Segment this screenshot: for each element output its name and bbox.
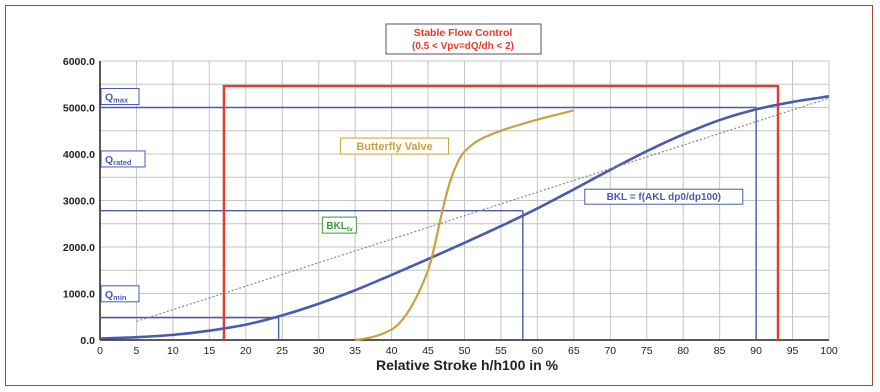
y-tick-label-0: 0.0 (80, 335, 95, 347)
flow-characteristic-chart: 0 5 10 15 20 25 30 35 40 45 50 55 60 65 70 75 80 85 90 95 10… (63, 23, 838, 373)
x-tick-label-15: 15 (204, 345, 216, 357)
chart-frame: 0 5 10 15 20 25 30 35 40 45 50 55 60 65 70 75 80 85 90 95 10… (5, 5, 873, 386)
q-rated-label: Qrated (105, 154, 132, 167)
x-tick-label-85: 85 (714, 345, 726, 357)
butterfly-valve-curve (354, 109, 575, 342)
q-max-label-box (100, 88, 140, 105)
x-tick-label-10: 10 (167, 345, 179, 357)
reference-lines (100, 84, 780, 340)
y-tick-label-6000: 6000.0 (63, 56, 95, 68)
y-tick-label-1000: 1000.0 (63, 289, 95, 301)
x-tick-label-95: 95 (787, 345, 799, 357)
y-tick-label-5000: 5000.0 (63, 103, 95, 115)
q-min-label-box (100, 285, 140, 303)
x-tick-label-20: 20 (240, 345, 252, 357)
linear-reference-line (136, 97, 830, 322)
x-tick-label-5: 5 (134, 345, 140, 357)
x-tick-label-70: 70 (604, 345, 616, 357)
x-tick-label-100: 100 (820, 345, 838, 357)
bkl-tv-label: BKLtv (326, 221, 353, 233)
x-tick-label-60: 60 (532, 345, 544, 357)
q-min-label: Qmin (105, 289, 127, 302)
x-tick-label-40: 40 (386, 345, 398, 357)
title-box (385, 23, 542, 55)
x-tick-label-35: 35 (349, 345, 361, 357)
bkl-label-box (584, 188, 744, 205)
x-tick-label-55: 55 (495, 345, 507, 357)
x-tick-label-45: 45 (422, 345, 434, 357)
tick-labels: 0 5 10 15 20 25 30 35 40 45 50 55 60 65 70 75 80 85 90 95 10… (63, 56, 838, 357)
series-lines (99, 95, 830, 342)
y-tick-label-4000: 4000.0 (63, 149, 95, 161)
q-rated-label-box (100, 150, 146, 168)
butterfly-valve-label: Butterfly Valve (356, 141, 432, 153)
y-tick-label-3000: 3000.0 (63, 196, 95, 208)
chart-subtitle: (0.5 < Vpv=dQ/dh < 2) (412, 41, 514, 52)
x-tick-label-90: 90 (750, 345, 762, 357)
stable-flow-region (222, 84, 780, 340)
chart-title: Stable Flow Control (414, 27, 513, 39)
butterfly-label-box (340, 137, 450, 155)
x-tick-label-50: 50 (459, 345, 471, 357)
bkl-tv-label-box (321, 216, 357, 234)
q-max-label: Qmax (105, 92, 129, 105)
annotations: Stable Flow Control (0.5 < Vpv=dQ/dh < 2)… (100, 23, 744, 303)
x-tick-label-0: 0 (97, 345, 103, 357)
x-tick-label-75: 75 (641, 345, 653, 357)
x-tick-label-80: 80 (677, 345, 689, 357)
bkl-curve (99, 95, 830, 340)
bkl-label: BKL = f(AKL dp0/dp100) (607, 192, 721, 203)
x-tick-label-65: 65 (568, 345, 580, 357)
x-tick-label-25: 25 (276, 345, 288, 357)
x-tick-label-30: 30 (313, 345, 325, 357)
x-axis-label: Relative Stroke h/h100 in % (376, 357, 559, 373)
y-tick-label-2000: 2000.0 (63, 242, 95, 254)
